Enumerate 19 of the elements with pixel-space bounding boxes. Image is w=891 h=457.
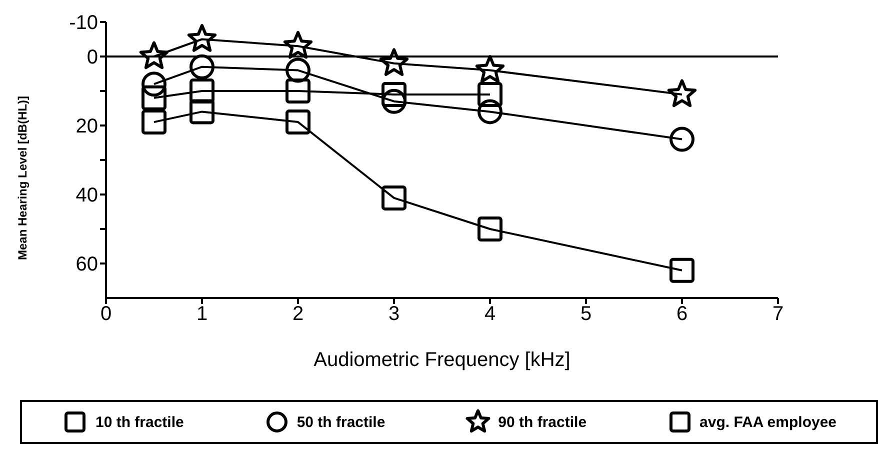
y-tick-label: 20 [76,116,98,138]
legend-label: 50 th fractile [296,414,386,430]
x-tick-label: 0 [100,303,112,326]
x-tick-label: 5 [580,303,592,326]
legend-label: 10 th fractile [95,414,184,430]
y-tick-label: 0 [86,46,98,69]
x-axis-title: Audiometric Frequency [kHz] [314,349,570,371]
y-tick-label: 40 [76,184,98,207]
x-tick-label: 1 [196,303,208,326]
x-tick-label: 3 [388,303,400,326]
x-tick-label: 6 [676,303,688,326]
y-tick-label: 60 [76,254,98,276]
x-tick-label: 7 [772,303,784,326]
y-tick-label: -10 [69,12,98,34]
x-tick-label: 2 [292,303,304,326]
y-axis-title: Mean Hearing Level [dB(HL)] [15,96,30,260]
legend-label: 90 th fractile [498,414,587,430]
legend-label: avg. FAA employee [700,414,837,430]
x-tick-label: 4 [484,303,496,326]
